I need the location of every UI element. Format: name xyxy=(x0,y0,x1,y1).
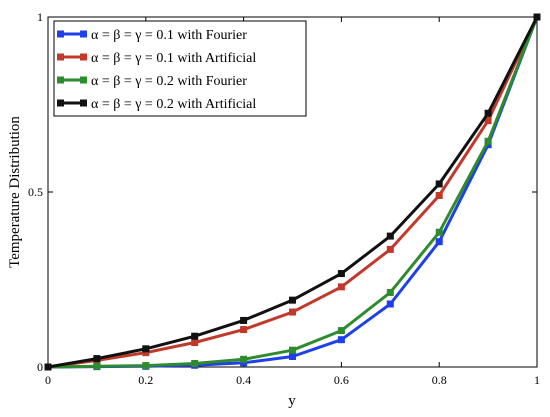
legend-swatch-marker xyxy=(57,76,64,84)
y-tick-label: 0.5 xyxy=(28,185,43,199)
data-point xyxy=(191,339,199,346)
data-point xyxy=(93,355,101,363)
data-point xyxy=(142,349,150,357)
x-tick-label: 1 xyxy=(534,373,540,387)
y-tick-label: 0 xyxy=(37,360,43,374)
x-tick-label: 0.6 xyxy=(334,373,349,387)
data-point xyxy=(435,238,443,246)
data-point xyxy=(484,137,492,145)
data-point xyxy=(289,296,296,304)
x-tick-label: 0 xyxy=(45,373,51,387)
legend-label: α = β = γ = 0.1 with Artificial xyxy=(91,51,256,66)
data-point xyxy=(93,362,101,370)
data-point xyxy=(191,360,199,367)
data-point xyxy=(435,228,443,236)
data-point xyxy=(289,346,296,354)
data-point xyxy=(386,300,394,308)
legend-item: α = β = γ = 0.2 with Artificial xyxy=(57,97,256,112)
data-point xyxy=(435,192,443,199)
data-point xyxy=(533,13,541,21)
data-point xyxy=(289,308,296,316)
x-tick-label: 0.4 xyxy=(236,373,251,387)
x-tick-label: 0.2 xyxy=(138,373,153,387)
data-point xyxy=(435,180,443,188)
data-point xyxy=(386,288,394,296)
series-4 xyxy=(44,13,541,371)
data-point xyxy=(142,345,150,353)
x-axis-title: y xyxy=(288,393,296,409)
data-point xyxy=(337,270,345,278)
data-point xyxy=(484,117,492,125)
data-point xyxy=(191,332,199,340)
data-point xyxy=(484,109,492,117)
legend-swatch-marker xyxy=(80,53,87,61)
legend-label: α = β = γ = 0.2 with Artificial xyxy=(91,97,256,112)
data-point xyxy=(337,283,345,291)
data-point xyxy=(386,232,394,240)
data-point xyxy=(142,362,150,370)
legend-swatch-marker xyxy=(80,30,87,38)
y-axis-title: Temperature Distribution xyxy=(7,116,23,268)
data-point xyxy=(44,363,52,371)
legend-label: α = β = γ = 0.1 with Fourier xyxy=(91,28,247,43)
x-tick-label: 0.8 xyxy=(432,373,447,387)
legend-box xyxy=(53,20,307,117)
data-point xyxy=(337,336,345,344)
data-point xyxy=(240,326,248,334)
legend-swatch-marker xyxy=(57,99,64,107)
legend-swatch-marker xyxy=(80,76,87,84)
legend-label: α = β = γ = 0.2 with Fourier xyxy=(91,74,247,89)
y-tick-label: 1 xyxy=(37,10,43,24)
legend-swatch-marker xyxy=(57,53,64,61)
data-point xyxy=(337,327,345,335)
legend-item: α = β = γ = 0.1 with Fourier xyxy=(57,28,247,43)
legend-item: α = β = γ = 0.1 with Artificial xyxy=(57,51,256,66)
legend-swatch-marker xyxy=(80,99,87,107)
data-point xyxy=(240,316,248,324)
legend-item: α = β = γ = 0.2 with Fourier xyxy=(57,74,247,89)
legend-swatch-marker xyxy=(57,30,64,38)
data-point xyxy=(386,245,394,253)
data-point xyxy=(289,353,296,360)
data-point xyxy=(240,355,248,363)
